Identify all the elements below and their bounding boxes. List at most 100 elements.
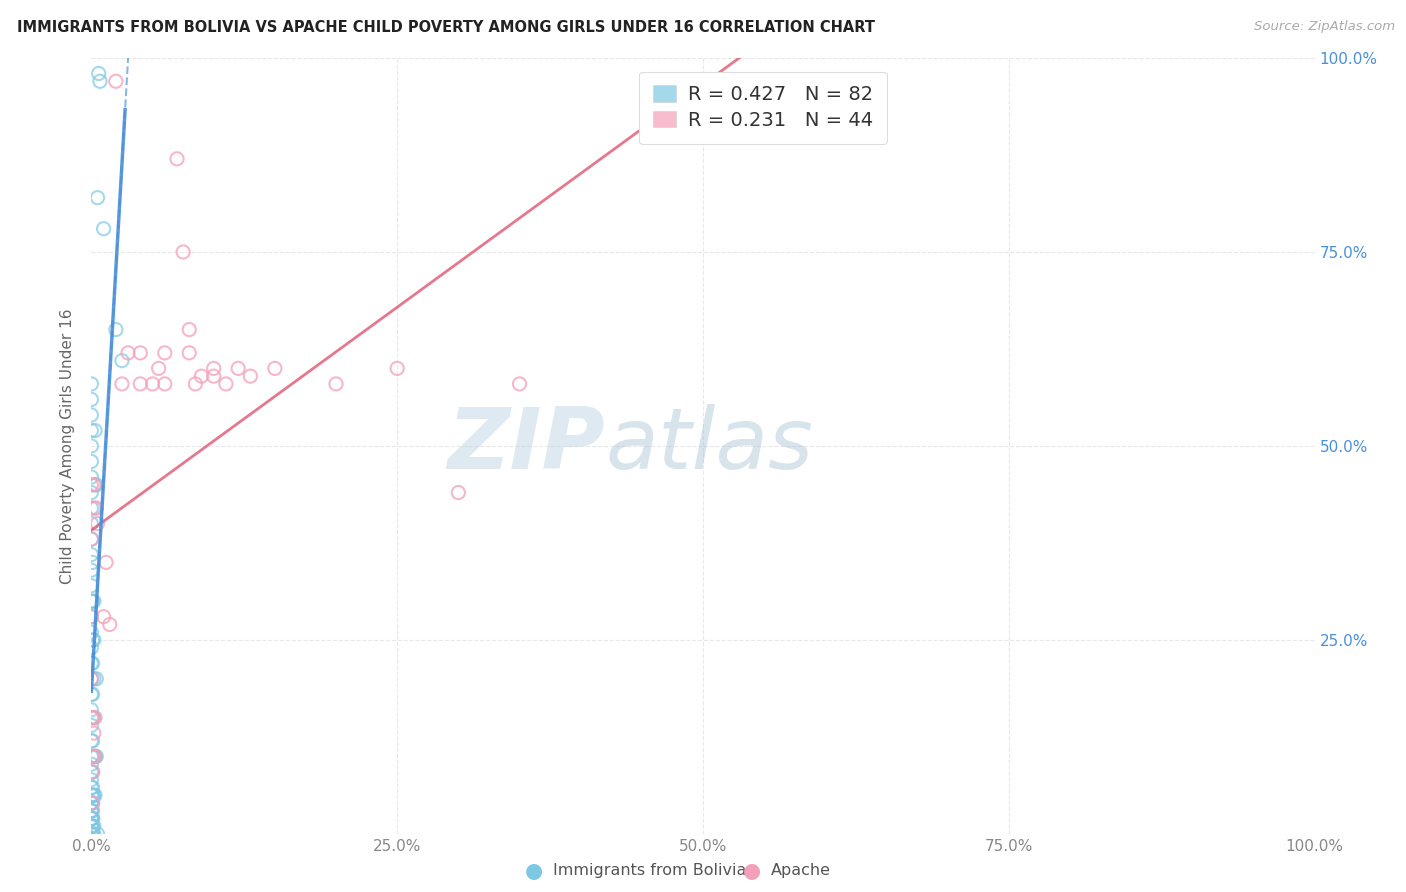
Point <box>84 749 107 764</box>
Point <box>83 789 105 803</box>
Point <box>80 672 103 686</box>
Point <box>80 672 103 686</box>
Point <box>83 501 105 516</box>
Point <box>80 485 103 500</box>
Point <box>82 657 104 671</box>
Point <box>83 819 105 833</box>
Point <box>87 66 110 80</box>
Point <box>82 819 104 833</box>
Point <box>84 478 107 492</box>
Point <box>80 439 103 453</box>
Point <box>80 579 103 593</box>
Point <box>80 749 103 764</box>
Text: R = 0.231: R = 0.231 <box>696 112 794 131</box>
Point <box>80 609 103 624</box>
Point <box>82 796 104 810</box>
Point <box>184 376 207 391</box>
Point <box>111 376 134 391</box>
Point <box>104 322 127 336</box>
Point <box>93 609 115 624</box>
Point <box>80 408 103 422</box>
Text: Source: ZipAtlas.com: Source: ZipAtlas.com <box>1254 20 1395 33</box>
Point <box>82 687 104 701</box>
Y-axis label: Child Poverty Among Girls Under 16: Child Poverty Among Girls Under 16 <box>60 309 76 583</box>
Point <box>80 772 103 787</box>
Point <box>80 796 103 810</box>
Text: Apache: Apache <box>770 863 831 878</box>
Point <box>82 827 104 841</box>
Text: N = 44: N = 44 <box>811 112 879 131</box>
Point <box>84 478 107 492</box>
Point <box>80 424 103 438</box>
Point <box>80 454 103 468</box>
Point <box>80 827 103 841</box>
Point <box>82 594 104 608</box>
Point <box>215 376 238 391</box>
Point <box>84 424 107 438</box>
Text: atlas: atlas <box>605 404 813 488</box>
Point <box>83 594 105 608</box>
Point <box>509 376 531 391</box>
Text: ●: ● <box>526 861 543 880</box>
Point <box>179 322 201 336</box>
Point <box>80 516 103 531</box>
Point <box>82 812 104 826</box>
Point <box>82 749 104 764</box>
Point <box>82 780 104 795</box>
Point <box>82 710 104 724</box>
Point <box>82 710 104 724</box>
Point <box>82 827 104 841</box>
Point <box>153 376 176 391</box>
Point <box>80 757 103 772</box>
Point <box>83 633 105 648</box>
Point <box>80 796 103 810</box>
Point <box>447 485 470 500</box>
Point <box>129 346 152 360</box>
Point <box>80 827 103 841</box>
Text: ●: ● <box>744 861 761 880</box>
Point <box>104 74 127 88</box>
Point <box>80 563 103 577</box>
Point <box>86 827 108 841</box>
Point <box>80 819 103 833</box>
Point <box>98 617 121 632</box>
Point <box>190 369 212 384</box>
Point <box>84 789 107 803</box>
Point <box>82 812 104 826</box>
Point <box>82 764 104 779</box>
Point <box>80 804 103 818</box>
Point <box>80 478 103 492</box>
Point <box>84 710 107 724</box>
Text: Immigrants from Bolivia: Immigrants from Bolivia <box>553 863 747 878</box>
Legend: R = 0.427   N = 82, R = 0.231   N = 44: R = 0.427 N = 82, R = 0.231 N = 44 <box>640 71 887 144</box>
Point <box>153 346 176 360</box>
Point <box>82 633 104 648</box>
Point <box>82 796 104 810</box>
Point <box>82 749 104 764</box>
Point <box>86 191 108 205</box>
Point <box>83 478 105 492</box>
Point <box>83 672 105 686</box>
Point <box>80 657 103 671</box>
Point <box>80 687 103 701</box>
Point <box>385 361 409 376</box>
Point <box>82 764 104 779</box>
Point <box>80 625 103 640</box>
Text: IMMIGRANTS FROM BOLIVIA VS APACHE CHILD POVERTY AMONG GIRLS UNDER 16 CORRELATION: IMMIGRANTS FROM BOLIVIA VS APACHE CHILD … <box>17 20 875 35</box>
Point <box>80 804 103 818</box>
Point <box>83 710 105 724</box>
Point <box>89 74 111 88</box>
Point <box>80 640 103 655</box>
Point <box>84 749 107 764</box>
Text: N = 82: N = 82 <box>811 81 879 100</box>
Point <box>80 392 103 407</box>
Point <box>80 789 103 803</box>
Point <box>84 672 107 686</box>
Text: ZIP: ZIP <box>447 404 605 488</box>
Point <box>172 244 194 259</box>
Point <box>82 789 104 803</box>
Point <box>129 376 152 391</box>
Point <box>80 594 103 608</box>
Point <box>82 804 104 818</box>
Point <box>148 361 170 376</box>
